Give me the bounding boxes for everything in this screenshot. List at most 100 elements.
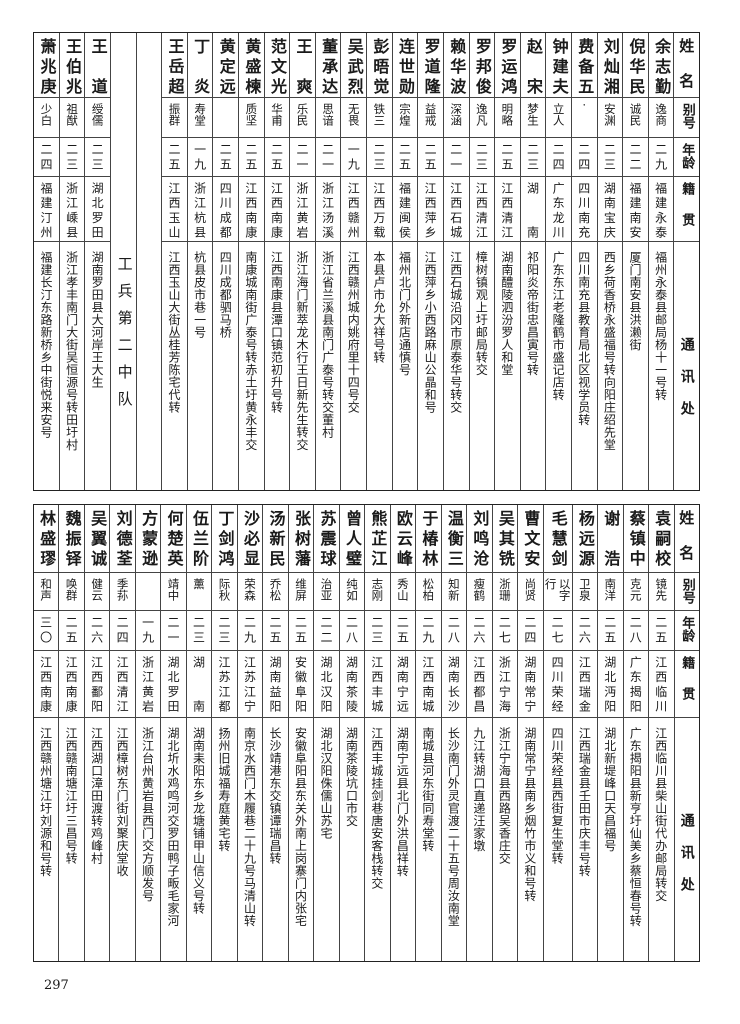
origin-text: 江西南康 [38,656,53,712]
origin-cell: 江苏江都 [212,651,237,718]
age-text: 二四 [115,616,130,646]
age-text: 二三 [90,143,105,173]
age-text: 二二 [318,616,333,646]
alias-cell: 无畏 [341,98,367,138]
name-text: 温衡三 [444,510,464,566]
origin-cell: 福建南安 [623,177,648,242]
alias-text: 华甫 [269,103,284,126]
name-text: 毛慧剑 [548,510,568,566]
person-column: 丁剑鸿 际秋 二三 江苏江都 扬州旧城福寿庭黄宅转 [211,505,237,961]
age-text: 二七 [497,616,512,646]
name-cell: 王爽 [290,33,315,98]
alias-text: 振群 [167,103,182,126]
age-text: 二七 [550,616,565,646]
name-cell: 袁嗣校 [649,505,674,573]
address-text: 江西石城沿冈市原泰华号转交 [448,251,463,414]
alias-text: 无畏 [346,103,361,126]
name-cell: 杨远源 [572,505,598,573]
address-text: 浙江宁海县西路吴香庄交 [497,727,512,865]
alias-text: 深涵 [449,103,464,126]
person-column: 林盛璆 和声 三〇 江西南康 江西赣州塘江圩刘源和号转 [33,505,59,961]
header-name-cell: 姓名 [674,505,699,573]
alias-text: 寿堂 [193,103,208,126]
alias-cell: 卫泉 [572,573,598,611]
alias-cell: 诚民 [623,98,648,138]
alias-cell: 镜先 [649,573,674,611]
person-column: 刘灿湘 安渊 二三 湖南宝庆 西乡荷香桥永盛福号转向阳庄绍先堂 [596,33,623,490]
name-cell: 费备五 [571,33,597,98]
origin-text: 江西清江 [115,656,130,712]
origin-cell: 江西南城 [416,651,441,718]
address-cell: 江西赣州塘江圩刘源和号转 [34,718,58,961]
address-cell: 江西瑞金县壬田市庆丰号转 [573,718,597,961]
age-cell: 二八 [623,611,649,651]
person-column: 王岳超 振群 二五 江西玉山 江西玉山大街丛桂芳陈宅代转 [161,33,187,490]
alias-text: 松柏 [421,578,436,601]
name-cell: 萧兆庚 [34,33,59,98]
header-column: 姓名 别号 年龄 籍贯 通讯处 [673,33,699,490]
origin-text: 湖南 [191,656,206,712]
header-age-cell: 年龄 [674,611,699,651]
address-cell: 江西临川县柴山街代办邮局转交 [649,718,673,961]
address-cell: 江西湖口漳田渡转鸡峰村 [85,718,109,961]
age-cell: 二八 [441,611,467,651]
address-text: 江西赣州塘江圩刘源和号转 [38,727,53,877]
name-cell: 沙必显 [237,505,263,573]
address-text: 江西瑞金县壬田市庆丰号转 [577,727,592,877]
age-cell: 二三 [597,138,623,177]
alias-text: 浙珊 [497,578,512,601]
name-text: 丁剑鸿 [215,510,235,566]
name-cell: 倪华民 [623,33,648,98]
origin-text: 湖南长沙 [446,656,461,712]
alias-text: 志刚 [370,578,385,601]
age-cell: 二三 [186,611,212,651]
person-column: 余志勤 逸商 二九 福建永泰 福州永泰县邮局杨十一号转 [647,33,674,490]
age-cell: 二九 [416,611,441,651]
name-cell: 刘灿湘 [597,33,623,98]
address-cell: 湖南茶陵坑口市交 [340,718,364,961]
age-text: 二三 [474,143,489,173]
alias-text: 质坚 [244,103,259,126]
name-cell: 苏震球 [314,505,339,573]
origin-text: 江西南康 [243,182,258,238]
origin-cell: 湖北汉阳 [314,651,339,718]
roster-table-bottom: 姓名 别号 年龄 籍贯 通讯处 袁嗣校 镜先 二五 江西临川 江西临川县柴山街代办邮局转交 蔡镇中克… [33,504,700,962]
name-text: 王伯兆 [63,38,83,94]
address-cell: 浙江宁海县西路吴香庄交 [493,718,517,961]
name-text: 方蒙逊 [139,510,159,566]
age-cell: 二五 [495,138,520,177]
person-column: 汤新民 乔松 二五 湖南益阳 长沙靖港东交镇谭瑞昌转 [262,505,288,961]
name-text: 董承达 [319,38,339,94]
origin-text: 江西南康 [64,656,79,712]
name-text: 伍兰阶 [190,510,210,566]
address-cell: 九江转湖口直递汪家墩 [467,718,491,961]
origin-cell: 广东龙川 [546,177,571,242]
address-cell: 南康城南街广泰号转赤土圩黄永丰交 [239,242,264,490]
address-cell: 南京水西门木履巷二十九号马清山转 [238,718,262,961]
address-cell: 安徽阜阳县东关外南上岗寨门内张宅 [289,718,313,961]
origin-text: 湖北沔阳 [602,656,617,712]
age-cell: 二五 [598,611,623,651]
age-text: 二一 [295,143,310,173]
alias-cell: 瘦鹤 [467,573,492,611]
origin-cell: 安徽阜阳 [288,651,314,718]
address-cell: 湖南耒阳东乡龙塘铺甲山信义号转 [187,718,211,961]
name-text: 曹文安 [521,510,541,566]
address-text: 南京水西门木履巷二十九号马清山转 [242,727,257,927]
alias-cell: 绶儒 [85,98,110,138]
alias-text: 荣森 [243,578,257,601]
alias-text: 治亚 [319,578,334,601]
header-name-text: 姓名 [677,510,696,560]
origin-text: 四川成都 [218,182,233,238]
age-text: 二八 [628,616,643,646]
address-text: 本县卢市允大祥号转 [371,251,386,364]
name-cell: 王道 [85,33,110,98]
alias-text: 克元 [628,578,643,601]
person-column: 范文光 华甫 二五 江西南康 江西南康县潭口镇范初升号转 [263,33,290,490]
name-cell: 余志勤 [648,33,674,98]
person-column: 连世勋 宗煌 二五 福建闽侯 福州北门外新店通慎号 [391,33,418,490]
origin-cell: 四川成都 [213,177,239,242]
origin-cell: 浙江黄岩 [290,177,315,242]
alias-text: 和声 [39,578,54,601]
name-cell: 于椿林 [416,505,441,573]
